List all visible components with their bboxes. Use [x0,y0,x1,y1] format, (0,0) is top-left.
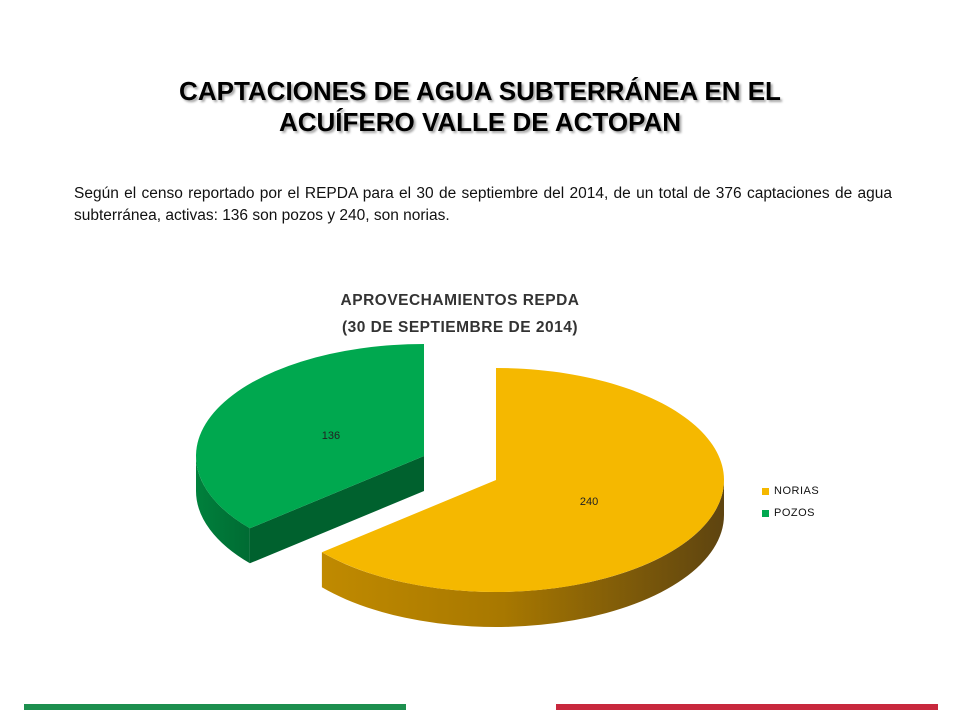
chart-legend: NORIAS POZOS [762,480,819,524]
slide-title-line-1: CAPTACIONES DE AGUA SUBTERRÁNEA EN EL [179,76,781,106]
chart-title-line-2: (30 DE SEPTIEMBRE DE 2014) [341,319,579,336]
legend-label-norias: NORIAS [774,485,820,497]
pie-slice-pozos [196,344,424,529]
slide-title-line-2: ACUÍFERO VALLE DE ACTOPAN [278,107,682,137]
intro-paragraph: Según el censo reportado por el REPDA pa… [74,185,892,224]
legend-item-norias: NORIAS [762,480,819,502]
footer-bar-green [24,704,406,710]
pie-slice-side-norias [321,480,724,627]
legend-item-pozos: POZOS [762,502,819,524]
data-label-pozos: 136 [322,430,340,442]
legend-swatch-norias [762,487,769,495]
chart-title-line-1: APROVECHAMIENTOS REPDA [340,292,580,309]
legend-label-pozos: POZOS [774,507,816,519]
footer-bar-red [556,704,938,710]
pie-slice-cut-pozos [249,456,424,564]
slide-title: CAPTACIONES DE AGUA SUBTERRÁNEA EN EL AC… [60,76,900,138]
pie-slice-side-pozos [196,456,250,564]
data-label-norias: 240 [580,496,598,508]
pie-slice-norias [321,368,724,592]
chart-title: APROVECHAMIENTOS REPDA (30 DE SEPTIEMBRE… [250,287,670,341]
legend-swatch-pozos [762,509,769,517]
